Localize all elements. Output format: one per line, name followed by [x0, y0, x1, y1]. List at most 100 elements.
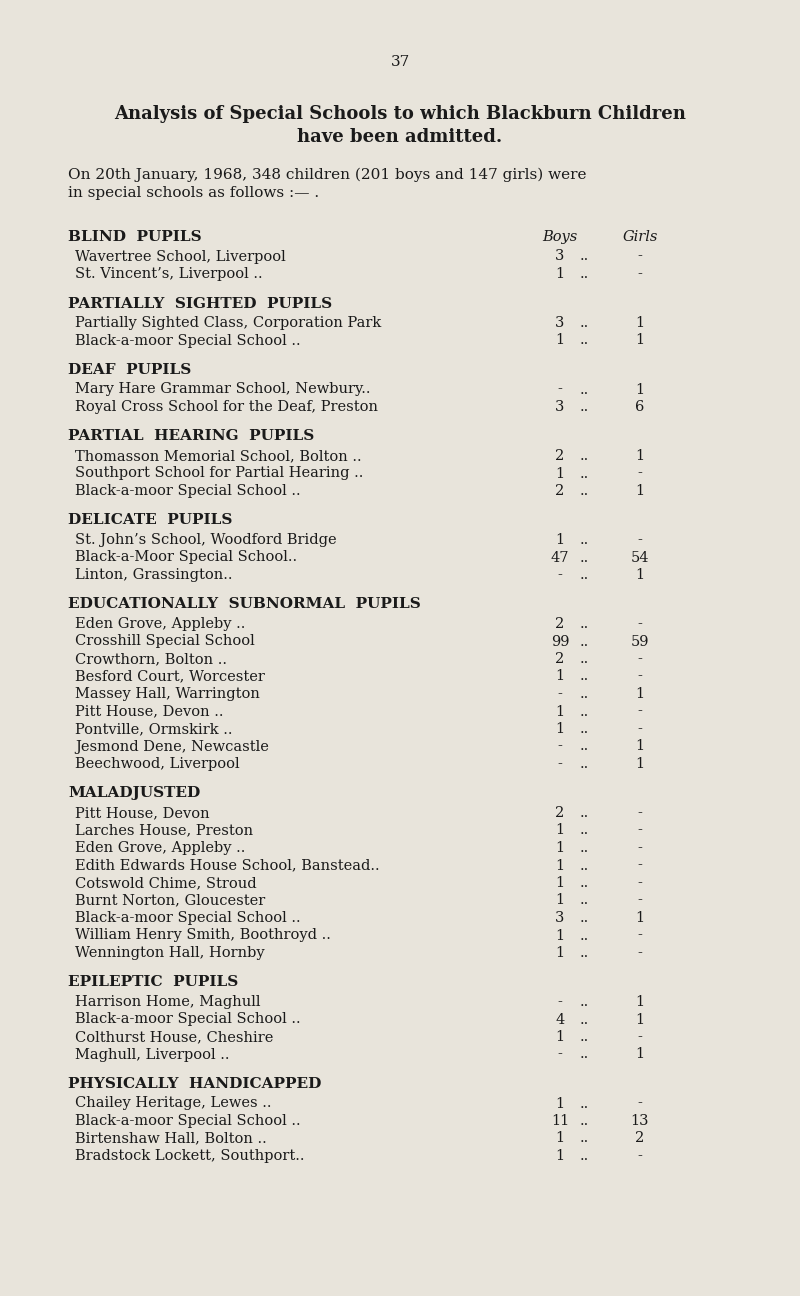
Text: ..: .. — [580, 1012, 590, 1026]
Text: ..: .. — [580, 687, 590, 701]
Text: 1: 1 — [555, 1030, 565, 1045]
Text: -: - — [558, 687, 562, 701]
Text: 1: 1 — [555, 876, 565, 890]
Text: 1: 1 — [555, 928, 565, 942]
Text: 2: 2 — [555, 652, 565, 666]
Text: ..: .. — [580, 841, 590, 855]
Text: -: - — [638, 858, 642, 872]
Text: Black-a-moor Special School ..: Black-a-moor Special School .. — [75, 1012, 301, 1026]
Text: 1: 1 — [555, 823, 565, 837]
Text: ..: .. — [580, 333, 590, 347]
Text: 1: 1 — [555, 705, 565, 718]
Text: ..: .. — [580, 1096, 590, 1111]
Text: 1: 1 — [635, 995, 645, 1010]
Text: Edith Edwards House School, Banstead..: Edith Edwards House School, Banstead.. — [75, 858, 380, 872]
Text: -: - — [638, 652, 642, 666]
Text: Black-a-moor Special School ..: Black-a-moor Special School .. — [75, 1115, 301, 1128]
Text: ..: .. — [580, 876, 590, 890]
Text: 2: 2 — [555, 448, 565, 463]
Text: Larches House, Preston: Larches House, Preston — [75, 823, 253, 837]
Text: 1: 1 — [635, 1012, 645, 1026]
Text: ..: .. — [580, 928, 590, 942]
Text: 37: 37 — [390, 54, 410, 69]
Text: 1: 1 — [635, 757, 645, 771]
Text: ..: .. — [580, 448, 590, 463]
Text: -: - — [638, 1150, 642, 1163]
Text: 3: 3 — [555, 911, 565, 925]
Text: 1: 1 — [635, 687, 645, 701]
Text: ..: .. — [580, 995, 590, 1010]
Text: -: - — [638, 267, 642, 281]
Text: 47: 47 — [550, 551, 570, 565]
Text: Chailey Heritage, Lewes ..: Chailey Heritage, Lewes .. — [75, 1096, 271, 1111]
Text: St. John’s School, Woodford Bridge: St. John’s School, Woodford Bridge — [75, 533, 337, 547]
Text: 3: 3 — [555, 316, 565, 330]
Text: 3: 3 — [555, 400, 565, 413]
Text: 1: 1 — [555, 533, 565, 547]
Text: 1: 1 — [555, 333, 565, 347]
Text: ..: .. — [580, 267, 590, 281]
Text: ..: .. — [580, 250, 590, 263]
Text: ..: .. — [580, 1115, 590, 1128]
Text: 54: 54 — [630, 551, 650, 565]
Text: On 20th January, 1968, 348 children (201 boys and 147 girls) were: On 20th January, 1968, 348 children (201… — [68, 168, 586, 183]
Text: Crosshill Special School: Crosshill Special School — [75, 635, 254, 648]
Text: 1: 1 — [635, 382, 645, 397]
Text: 1: 1 — [635, 1047, 645, 1061]
Text: -: - — [638, 617, 642, 631]
Text: 13: 13 — [630, 1115, 650, 1128]
Text: -: - — [638, 946, 642, 960]
Text: 1: 1 — [555, 267, 565, 281]
Text: ..: .. — [580, 483, 590, 498]
Text: ..: .. — [580, 911, 590, 925]
Text: Black-a-moor Special School ..: Black-a-moor Special School .. — [75, 333, 301, 347]
Text: 1: 1 — [555, 1150, 565, 1163]
Text: Pitt House, Devon ..: Pitt House, Devon .. — [75, 705, 223, 718]
Text: 1: 1 — [555, 467, 565, 481]
Text: Birtenshaw Hall, Bolton ..: Birtenshaw Hall, Bolton .. — [75, 1131, 266, 1146]
Text: PHYSICALLY  HANDICAPPED: PHYSICALLY HANDICAPPED — [68, 1077, 322, 1091]
Text: BLIND  PUPILS: BLIND PUPILS — [68, 229, 202, 244]
Text: ..: .. — [580, 1030, 590, 1045]
Text: Crowthorn, Bolton ..: Crowthorn, Bolton .. — [75, 652, 227, 666]
Text: Eden Grove, Appleby ..: Eden Grove, Appleby .. — [75, 617, 246, 631]
Text: 1: 1 — [555, 670, 565, 683]
Text: Burnt Norton, Gloucester: Burnt Norton, Gloucester — [75, 893, 266, 907]
Text: ..: .. — [580, 670, 590, 683]
Text: -: - — [558, 568, 562, 582]
Text: ..: .. — [580, 705, 590, 718]
Text: 4: 4 — [555, 1012, 565, 1026]
Text: Black-a-moor Special School ..: Black-a-moor Special School .. — [75, 911, 301, 925]
Text: Pontville, Ormskirk ..: Pontville, Ormskirk .. — [75, 722, 233, 736]
Text: ..: .. — [580, 722, 590, 736]
Text: PARTIALLY  SIGHTED  PUPILS: PARTIALLY SIGHTED PUPILS — [68, 297, 332, 311]
Text: 1: 1 — [635, 333, 645, 347]
Text: -: - — [638, 806, 642, 820]
Text: EPILEPTIC  PUPILS: EPILEPTIC PUPILS — [68, 976, 238, 990]
Text: ..: .. — [580, 1047, 590, 1061]
Text: PARTIAL  HEARING  PUPILS: PARTIAL HEARING PUPILS — [68, 429, 314, 443]
Text: ..: .. — [580, 806, 590, 820]
Text: William Henry Smith, Boothroyd ..: William Henry Smith, Boothroyd .. — [75, 928, 331, 942]
Text: -: - — [638, 893, 642, 907]
Text: -: - — [638, 467, 642, 481]
Text: 1: 1 — [635, 911, 645, 925]
Text: ..: .. — [580, 533, 590, 547]
Text: -: - — [638, 823, 642, 837]
Text: ..: .. — [580, 400, 590, 413]
Text: have been admitted.: have been admitted. — [298, 128, 502, 146]
Text: 1: 1 — [555, 893, 565, 907]
Text: 1: 1 — [635, 568, 645, 582]
Text: ..: .. — [580, 1150, 590, 1163]
Text: ..: .. — [580, 467, 590, 481]
Text: 59: 59 — [630, 635, 650, 648]
Text: 6: 6 — [635, 400, 645, 413]
Text: 1: 1 — [635, 448, 645, 463]
Text: Linton, Grassington..: Linton, Grassington.. — [75, 568, 233, 582]
Text: -: - — [558, 740, 562, 753]
Text: 1: 1 — [635, 316, 645, 330]
Text: Royal Cross School for the Deaf, Preston: Royal Cross School for the Deaf, Preston — [75, 400, 378, 413]
Text: Black-a-moor Special School ..: Black-a-moor Special School .. — [75, 483, 301, 498]
Text: MALADJUSTED: MALADJUSTED — [68, 787, 200, 801]
Text: 2: 2 — [555, 806, 565, 820]
